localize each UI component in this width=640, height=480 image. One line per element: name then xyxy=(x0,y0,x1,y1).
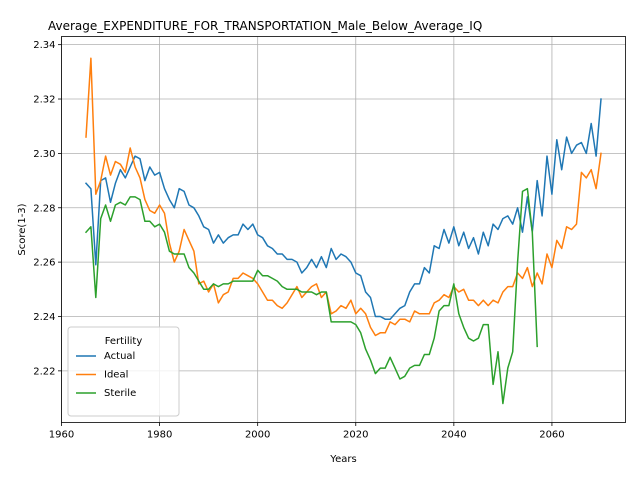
gridlines xyxy=(61,36,626,423)
legend-label-ideal: Ideal xyxy=(104,370,128,381)
series-lines xyxy=(84,57,602,405)
legend: Fertility Actual Ideal Sterile xyxy=(67,326,180,417)
y-axis-label: Score(1-3) xyxy=(17,203,28,255)
series-line-actual xyxy=(84,98,602,320)
x-tick-label: 2020 xyxy=(343,430,368,441)
legend-title: Fertility xyxy=(105,336,143,347)
y-tick-label: 2.30 xyxy=(33,149,55,160)
y-tick-label: 2.22 xyxy=(33,366,55,377)
series-line-sterile xyxy=(84,187,538,405)
y-tick-label: 2.28 xyxy=(33,203,55,214)
x-tick-label: 2060 xyxy=(539,430,564,441)
x-tick-label: 1960 xyxy=(49,430,74,441)
y-tick-label: 2.26 xyxy=(33,258,55,269)
y-tick-label: 2.24 xyxy=(33,312,55,323)
x-axis-label: Years xyxy=(329,454,356,465)
y-tick-label: 2.34 xyxy=(33,40,55,51)
plot-frame xyxy=(61,36,626,423)
x-tick-label: 2040 xyxy=(441,430,466,441)
legend-label-actual: Actual xyxy=(104,351,135,362)
chart-title: Average_EXPENDITURE_FOR_TRANSPORTATION_M… xyxy=(48,19,482,33)
axis-ticks: 1960 1980 2000 2020 2040 2060 2.22 2.24 2.26 2.28… xyxy=(33,40,564,440)
y-tick-label: 2.32 xyxy=(33,95,55,106)
legend-label-sterile: Sterile xyxy=(104,388,136,399)
x-tick-label: 2000 xyxy=(245,430,270,441)
x-tick-label: 1980 xyxy=(147,430,172,441)
